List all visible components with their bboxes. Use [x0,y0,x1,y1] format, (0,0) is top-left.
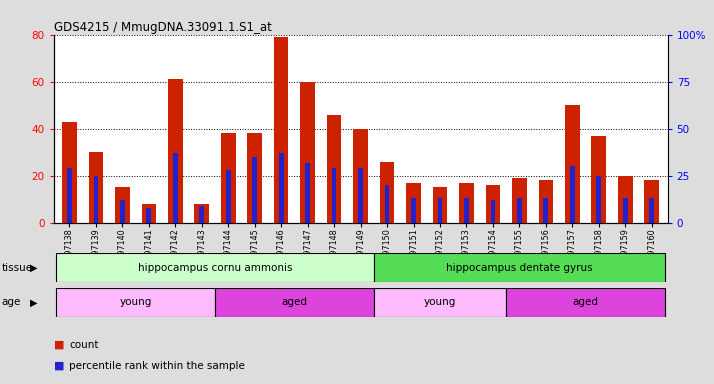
Bar [252,157,257,223]
Bar [517,198,522,223]
Bar [543,198,548,223]
Bar [486,185,501,223]
Bar [67,168,72,223]
Text: tissue: tissue [1,263,33,273]
Bar [56,253,374,282]
Text: ■: ■ [54,340,64,350]
Bar [411,198,416,223]
Bar [512,178,527,223]
Bar [353,129,368,223]
Bar [623,198,628,223]
Bar [596,176,601,223]
Text: aged: aged [573,297,598,308]
Bar [199,206,204,223]
Bar [120,200,125,223]
Bar [433,187,447,223]
Bar [538,180,553,223]
Text: ■: ■ [54,361,64,371]
Bar [306,162,310,223]
Bar [380,162,394,223]
Bar [374,288,506,317]
Bar [146,208,151,223]
Text: young: young [119,297,152,308]
Bar [226,170,231,223]
Text: count: count [69,340,99,350]
Bar [406,183,421,223]
Bar [570,166,575,223]
Bar [141,204,156,223]
Bar [301,82,315,223]
Bar [194,204,209,223]
Bar [62,122,76,223]
Bar [215,288,374,317]
Bar [248,133,262,223]
Text: young: young [424,297,456,308]
Text: percentile rank within the sample: percentile rank within the sample [69,361,245,371]
Bar [89,152,104,223]
Bar [278,153,283,223]
Bar [649,198,654,223]
Bar [115,187,130,223]
Text: GDS4215 / MmugDNA.33091.1.S1_at: GDS4215 / MmugDNA.33091.1.S1_at [54,21,271,34]
Bar [459,183,473,223]
Bar [374,253,665,282]
Bar [327,114,341,223]
Bar [173,153,178,223]
Bar [506,288,665,317]
Bar [94,176,99,223]
Bar [464,198,469,223]
Bar [565,105,580,223]
Text: aged: aged [281,297,308,308]
Bar [221,133,236,223]
Bar [358,168,363,223]
Bar [591,136,606,223]
Bar [168,79,183,223]
Bar [332,168,336,223]
Text: age: age [1,297,21,308]
Bar [645,180,659,223]
Bar [56,288,215,317]
Bar [385,185,389,223]
Bar [491,200,496,223]
Text: hippocampus dentate gyrus: hippocampus dentate gyrus [446,263,593,273]
Bar [438,198,443,223]
Text: hippocampus cornu ammonis: hippocampus cornu ammonis [138,263,292,273]
Bar [274,37,288,223]
Text: ▶: ▶ [30,263,38,273]
Bar [618,176,633,223]
Text: ▶: ▶ [30,297,38,308]
